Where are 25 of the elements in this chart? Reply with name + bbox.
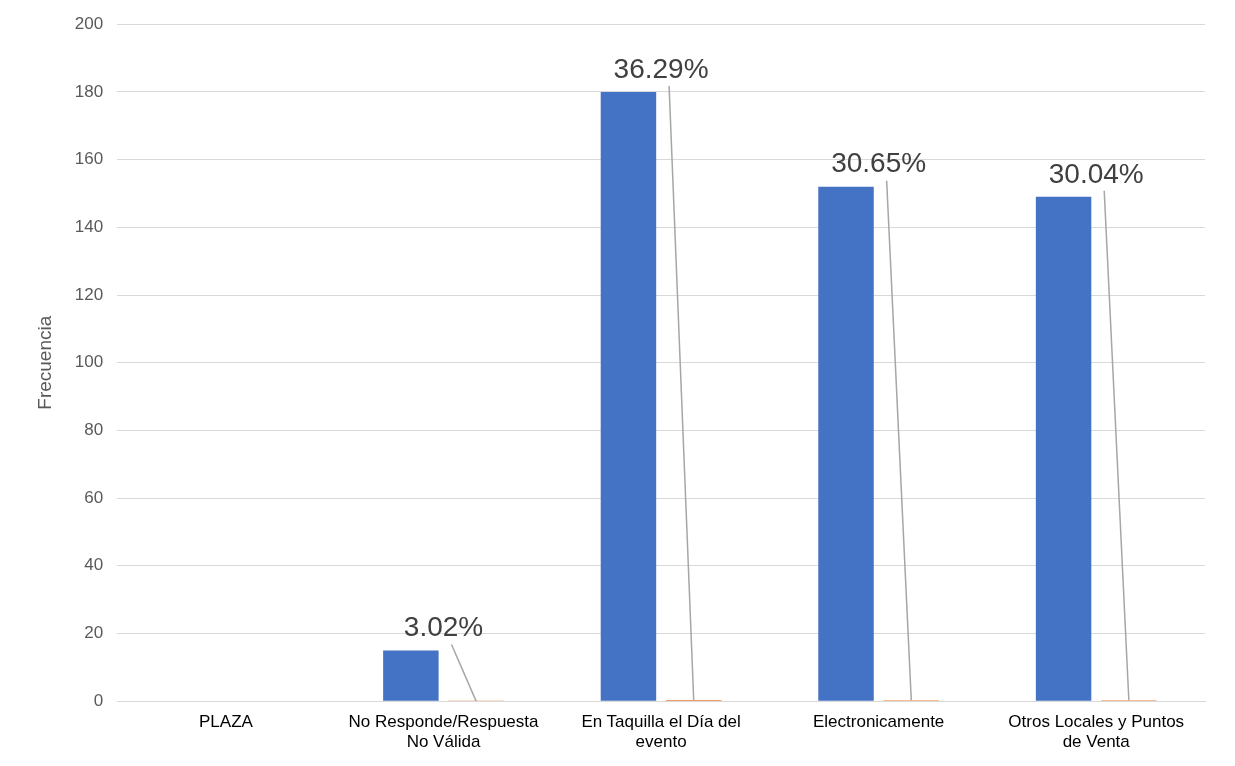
y-tick-label: 80	[84, 420, 104, 440]
x-tick-label: Electronicamente	[812, 712, 945, 732]
y-axis-title: Frecuencia	[33, 315, 55, 410]
data-label: 3.02%	[403, 611, 484, 643]
y-tick-label: 40	[84, 555, 104, 575]
y-tick-label: 200	[74, 13, 104, 33]
y-tick-label: 0	[93, 690, 104, 710]
y-tick-label: 180	[74, 81, 104, 101]
data-label: 30.04%	[1048, 157, 1144, 189]
bar	[818, 186, 874, 701]
bar	[383, 650, 439, 701]
x-tick-label: Otros Locales y Puntos de Venta	[1008, 712, 1185, 752]
y-tick-label: 120	[74, 284, 104, 304]
y-tick-label: 20	[84, 623, 104, 643]
bar	[1035, 196, 1092, 701]
y-tick-label: 100	[74, 352, 104, 372]
y-tick-label: 160	[74, 149, 104, 169]
x-tick-label: En Taquilla el Día del evento	[581, 712, 741, 752]
x-tick-label: No Responde/Respuesta No Válida	[348, 712, 540, 752]
data-label: 30.65%	[831, 147, 927, 179]
bar	[600, 91, 657, 701]
x-tick-label: PLAZA	[199, 712, 254, 732]
y-tick-label: 140	[74, 216, 104, 236]
data-label: 36.29%	[613, 52, 709, 84]
y-tick-label: 60	[84, 487, 104, 507]
